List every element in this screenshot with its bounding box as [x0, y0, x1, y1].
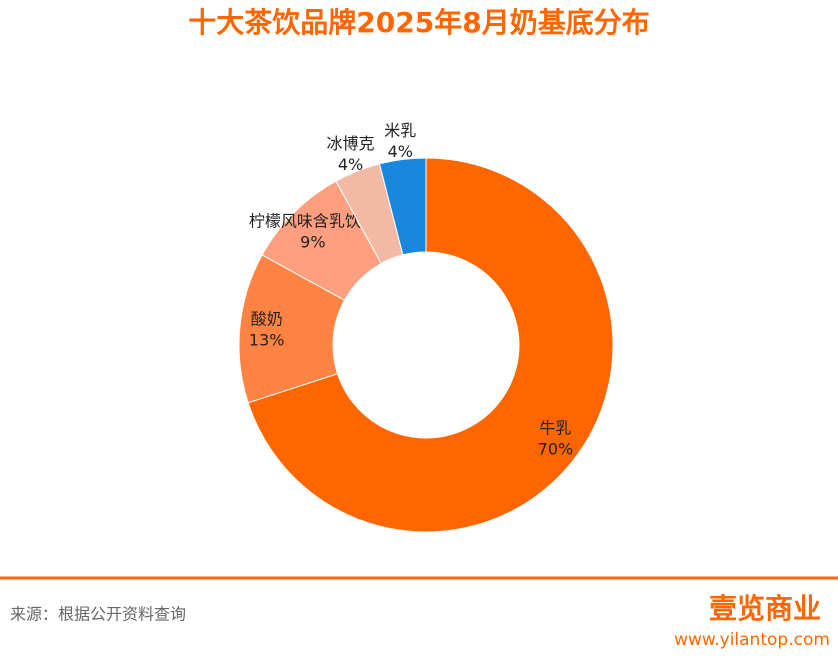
value-label: 13%: [249, 330, 285, 349]
slice-label: 柠檬风味含乳饮料: [249, 211, 377, 230]
brand: 壹览商业: [709, 592, 821, 625]
value-label: 4%: [338, 155, 363, 174]
slice-label: 牛乳: [539, 419, 571, 438]
slice-label: 冰博克: [327, 134, 375, 153]
slice-label: 酸奶: [251, 309, 283, 328]
slice-label: 米乳: [384, 121, 416, 140]
slice: [247, 157, 614, 533]
value-label: 4%: [388, 142, 413, 161]
source: 来源：根据公开资料查询: [10, 605, 186, 624]
value-label: 70%: [538, 440, 574, 459]
chart-title: 十大茶饮品牌2025年8月奶基底分布: [188, 6, 649, 39]
url: www.yilantop.com: [674, 630, 830, 650]
value-label: 9%: [300, 232, 325, 251]
slice: [378, 157, 427, 256]
